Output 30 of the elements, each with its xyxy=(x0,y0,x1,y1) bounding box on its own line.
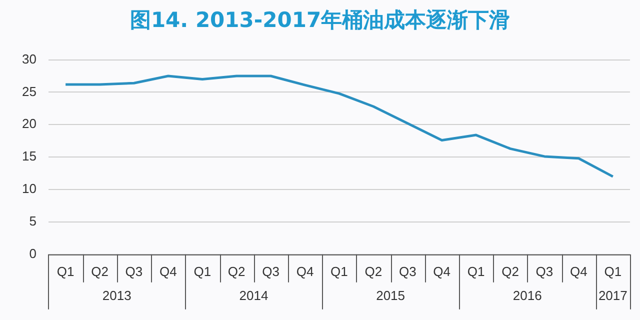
y-tick-label: 0 xyxy=(29,246,36,261)
x-tick-label: Q3 xyxy=(398,264,416,279)
x-tick-label: Q1 xyxy=(467,264,485,279)
text: 2014 xyxy=(239,288,268,303)
y-tick-label: 30 xyxy=(22,51,36,66)
x-tick-label: Q2 xyxy=(364,264,382,279)
x-tick-label: Q3 xyxy=(536,264,554,279)
x-tick-label: Q4 xyxy=(570,264,588,279)
x-tick-label: Q1 xyxy=(56,264,74,279)
x-tick-label: Q4 xyxy=(433,264,451,279)
text: 2013 xyxy=(102,288,132,303)
y-tick-label: 10 xyxy=(22,181,36,196)
text: 2015 xyxy=(376,288,406,303)
text: 2016 xyxy=(512,288,542,303)
y-tick-label: 20 xyxy=(22,116,36,132)
chart-title: 图14. 2013-2017年桶油成本逐渐下滑 xyxy=(128,7,512,34)
y-tick-label: 15 xyxy=(22,148,36,164)
x-tick-label: Q1 xyxy=(194,264,212,279)
x-tick-label: Q1 xyxy=(604,264,622,279)
x-tick-label: Q3 xyxy=(262,264,280,279)
x-tick-label: Q3 xyxy=(125,264,143,279)
x-tick-label: Q2 xyxy=(91,264,108,279)
y-tick-label: 25 xyxy=(22,84,36,99)
x-tick-label: Q1 xyxy=(330,264,348,279)
x-tick-label: Q4 xyxy=(296,264,314,279)
x-tick-label: Q2 xyxy=(228,264,246,279)
x-tick-label: Q2 xyxy=(502,264,519,279)
text: 2017 xyxy=(598,288,628,303)
y-tick-label: 5 xyxy=(29,214,36,229)
x-tick-label: Q4 xyxy=(160,264,177,279)
